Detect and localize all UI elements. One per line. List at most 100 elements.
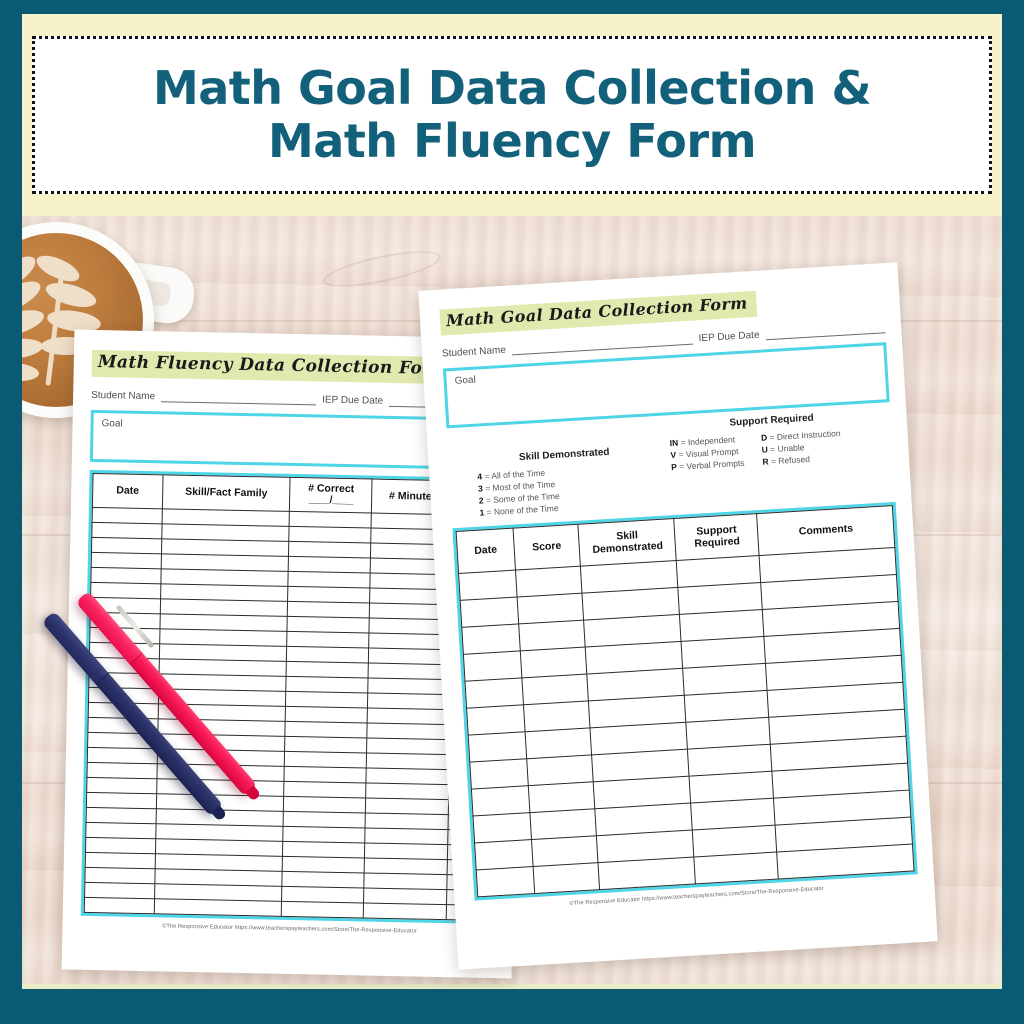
table-cell[interactable] — [520, 646, 588, 678]
table-cell[interactable] — [87, 747, 158, 764]
table-cell[interactable] — [91, 537, 162, 554]
student-name-label: Student Name — [441, 344, 507, 360]
table-cell[interactable] — [281, 901, 364, 918]
table-cell[interactable] — [458, 569, 517, 600]
table-cell[interactable] — [366, 737, 450, 755]
table-cell[interactable] — [518, 619, 586, 651]
table-cell[interactable] — [474, 839, 533, 870]
table-cell[interactable] — [363, 902, 447, 920]
table-cell[interactable] — [598, 856, 696, 890]
table-cell[interactable] — [526, 754, 594, 786]
table-cell[interactable] — [529, 808, 597, 840]
table-cell[interactable] — [281, 886, 365, 903]
student-name-input-rule[interactable] — [511, 334, 693, 355]
goal-data-table[interactable]: Date Score Skill Demonstrated Support Re… — [455, 504, 915, 897]
table-cell[interactable] — [366, 767, 449, 785]
table-cell[interactable] — [288, 556, 371, 573]
table-cell[interactable] — [287, 601, 370, 618]
table-cell[interactable] — [285, 691, 369, 708]
table-cell[interactable] — [288, 541, 372, 558]
table-cell[interactable] — [469, 758, 529, 789]
table-cell[interactable] — [363, 887, 447, 905]
table-cell[interactable] — [364, 872, 447, 890]
table-cell[interactable] — [365, 812, 448, 830]
table-cell[interactable] — [282, 856, 365, 873]
table-cell[interactable] — [286, 646, 370, 663]
table-cell[interactable] — [288, 571, 371, 588]
table-cell[interactable] — [91, 552, 162, 569]
table-cell[interactable] — [283, 811, 366, 828]
table-cell[interactable] — [472, 812, 532, 843]
table-cell[interactable] — [154, 898, 282, 917]
table-cell[interactable] — [91, 522, 162, 539]
table-cell[interactable] — [365, 797, 449, 815]
table-cell[interactable] — [368, 677, 451, 695]
table-cell[interactable] — [90, 582, 161, 599]
math-goal-form-sheet[interactable]: Math Goal Data Collection Form Student N… — [418, 262, 938, 970]
table-cell[interactable] — [84, 897, 155, 914]
table-cell[interactable] — [86, 777, 157, 794]
table-cell[interactable] — [523, 700, 591, 732]
table-cell[interactable] — [289, 511, 372, 528]
table-cell[interactable] — [90, 567, 162, 584]
table-cell[interactable] — [460, 596, 519, 627]
table-cell[interactable] — [285, 706, 368, 723]
table-cell[interactable] — [694, 851, 779, 884]
table-cell[interactable] — [289, 526, 372, 543]
latte-art-leaf — [22, 304, 47, 344]
table-cell[interactable] — [85, 852, 156, 869]
table-cell[interactable] — [368, 662, 451, 680]
table-cell[interactable] — [86, 762, 158, 779]
table-cell[interactable] — [286, 631, 370, 648]
table-cell[interactable] — [466, 704, 525, 735]
table-cell[interactable] — [524, 727, 592, 759]
table-cell[interactable] — [283, 826, 366, 843]
table-cell[interactable] — [366, 752, 450, 770]
table-cell[interactable] — [366, 782, 449, 800]
fluency-credit-line: ©The Responsive Educator https://www.tea… — [162, 923, 417, 935]
table-cell[interactable] — [367, 692, 451, 710]
support-required-legend: Support Required IN = Independent V = Vis… — [668, 407, 901, 473]
table-cell[interactable] — [284, 736, 368, 753]
table-cell[interactable] — [286, 661, 369, 678]
table-cell[interactable] — [367, 722, 450, 740]
table-cell[interactable] — [86, 792, 157, 809]
table-cell[interactable] — [476, 866, 535, 897]
table-cell[interactable] — [468, 731, 527, 762]
table-cell[interactable] — [282, 841, 366, 858]
table-cell[interactable] — [283, 781, 367, 798]
table-cell[interactable] — [284, 751, 367, 768]
table-cell[interactable] — [283, 796, 367, 813]
table-cell[interactable] — [282, 871, 365, 888]
table-cell[interactable] — [521, 673, 589, 705]
goal-table-body[interactable] — [458, 547, 915, 897]
skill-legend-items: 4 = All of the Time 3 = Most of the Time 2… — [477, 460, 660, 519]
student-name-input-rule[interactable] — [160, 391, 317, 406]
table-cell[interactable] — [286, 676, 369, 693]
table-cell[interactable] — [85, 837, 156, 854]
table-cell[interactable] — [92, 507, 163, 524]
table-cell[interactable] — [515, 565, 583, 597]
table-cell[interactable] — [85, 822, 156, 839]
table-cell[interactable] — [84, 882, 155, 899]
table-cell[interactable] — [364, 857, 448, 875]
table-cell[interactable] — [365, 827, 448, 845]
table-cell[interactable] — [285, 721, 368, 738]
table-cell[interactable] — [367, 707, 451, 725]
table-cell[interactable] — [287, 586, 371, 603]
table-cell[interactable] — [84, 867, 156, 884]
table-cell[interactable] — [532, 862, 600, 894]
table-cell[interactable] — [516, 592, 584, 624]
col-date: Date — [92, 473, 163, 509]
table-cell[interactable] — [464, 677, 524, 708]
iep-due-date-input-rule[interactable] — [765, 322, 886, 340]
table-cell[interactable] — [86, 807, 157, 824]
table-cell[interactable] — [364, 842, 448, 860]
table-cell[interactable] — [284, 766, 367, 783]
table-cell[interactable] — [463, 650, 522, 681]
table-cell[interactable] — [531, 835, 599, 867]
table-cell[interactable] — [461, 623, 521, 654]
table-cell[interactable] — [528, 781, 596, 813]
table-cell[interactable] — [287, 616, 370, 633]
table-cell[interactable] — [471, 785, 530, 816]
